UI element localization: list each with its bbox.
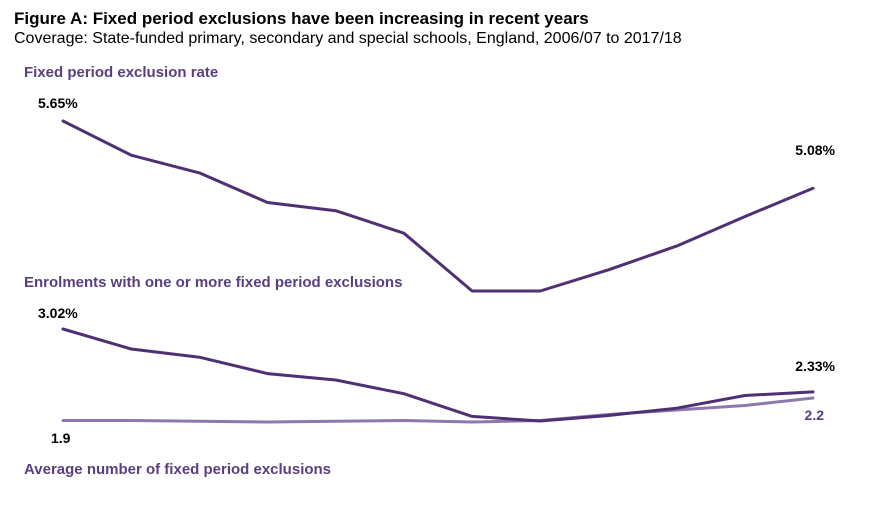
series-line-average-number — [61, 396, 815, 424]
series-line-enrolments — [61, 327, 815, 423]
end-label-exclusion-rate: 5.08% — [795, 142, 835, 158]
start-label-enrolments: 3.02% — [38, 305, 78, 321]
end-label-average-number: 2.2 — [805, 407, 825, 423]
series-heading-average-number: Average number of fixed period exclusion… — [24, 461, 331, 478]
start-label-exclusion-rate: 5.65% — [38, 95, 78, 111]
series-heading-exclusion-rate: Fixed period exclusion rate — [24, 64, 218, 81]
chart-subtitle: Coverage: State-funded primary, secondar… — [14, 30, 682, 47]
end-label-enrolments: 2.33% — [795, 358, 835, 374]
chart-title: Figure A: Fixed period exclusions have b… — [14, 9, 589, 28]
start-label-average-number: 1.9 — [51, 430, 71, 446]
series-line-exclusion-rate — [61, 119, 815, 293]
series-heading-enrolments: Enrolments with one or more fixed period… — [24, 274, 402, 291]
